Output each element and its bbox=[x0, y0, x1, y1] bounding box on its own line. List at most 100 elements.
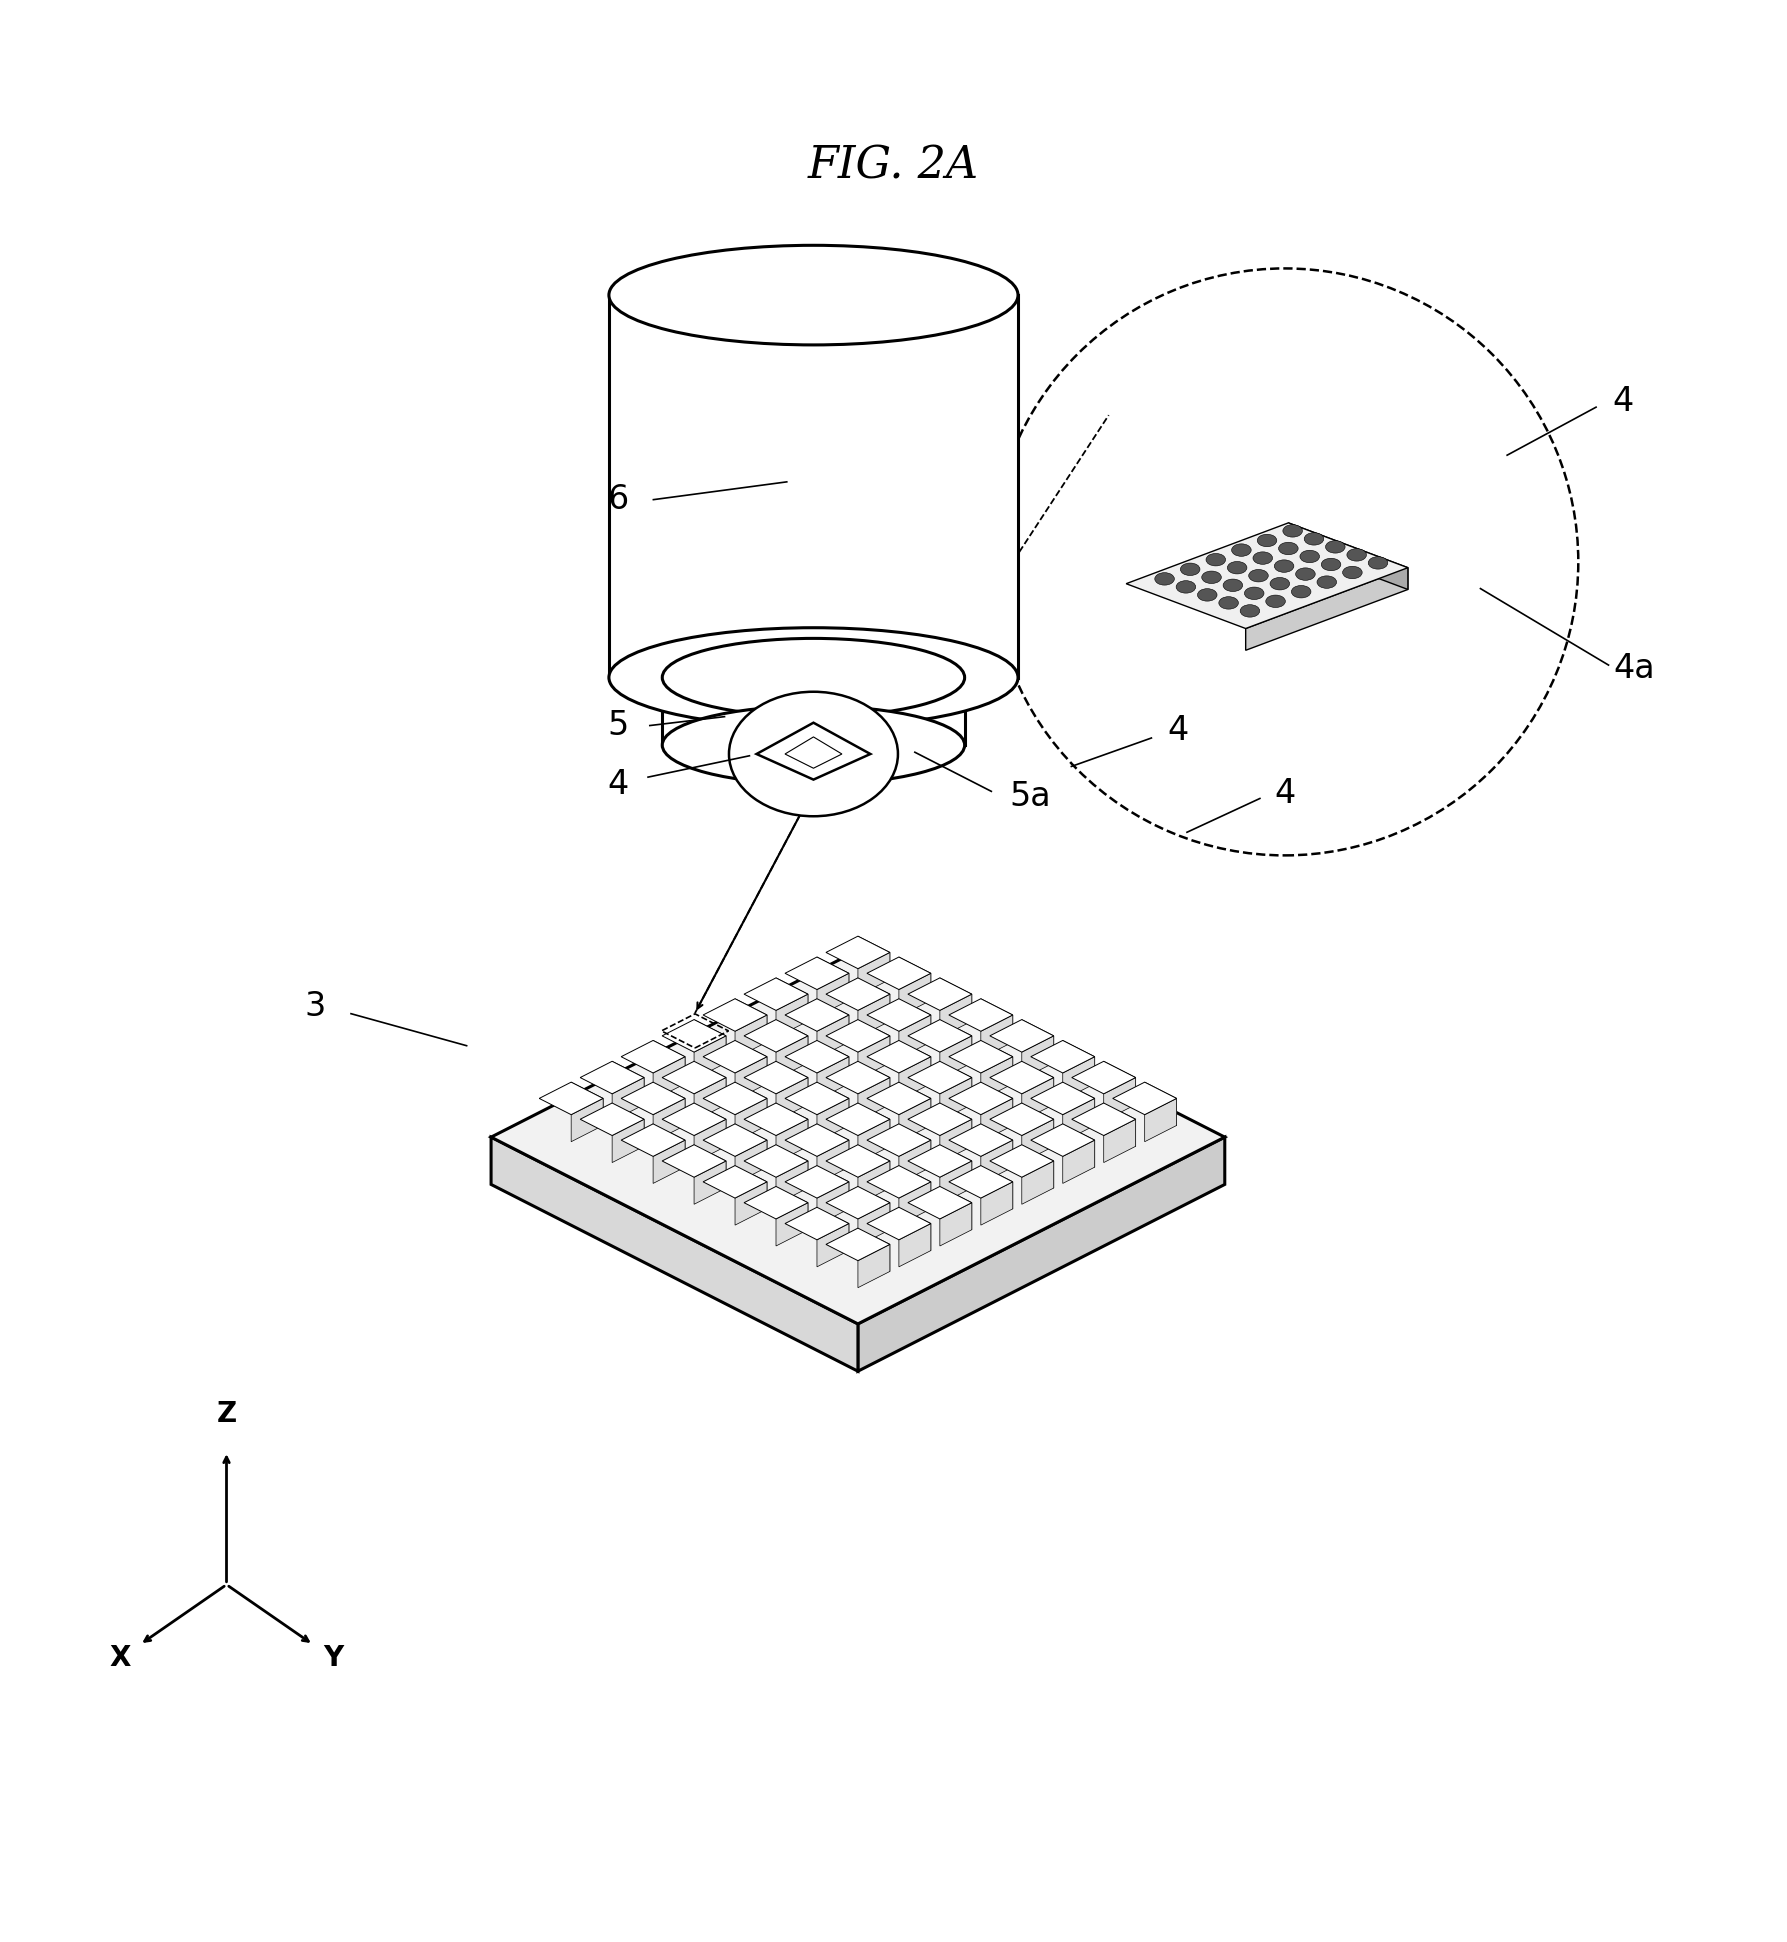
Ellipse shape bbox=[1321, 557, 1340, 571]
Polygon shape bbox=[776, 1103, 808, 1146]
Polygon shape bbox=[940, 1144, 972, 1189]
Polygon shape bbox=[990, 1103, 1054, 1136]
Polygon shape bbox=[491, 1138, 858, 1371]
Polygon shape bbox=[949, 1082, 1013, 1115]
Text: 4a: 4a bbox=[1614, 653, 1655, 686]
Polygon shape bbox=[1104, 1060, 1137, 1105]
Polygon shape bbox=[940, 1202, 972, 1247]
Ellipse shape bbox=[1201, 571, 1221, 583]
Ellipse shape bbox=[1292, 585, 1312, 598]
Polygon shape bbox=[858, 1187, 890, 1229]
Ellipse shape bbox=[609, 627, 1019, 728]
Polygon shape bbox=[1246, 567, 1408, 651]
Polygon shape bbox=[949, 1124, 1013, 1155]
Polygon shape bbox=[734, 1165, 767, 1208]
Polygon shape bbox=[1031, 1124, 1095, 1155]
Polygon shape bbox=[949, 1165, 1013, 1198]
Polygon shape bbox=[981, 1041, 1013, 1084]
Polygon shape bbox=[1022, 1144, 1054, 1189]
Ellipse shape bbox=[1265, 594, 1285, 608]
Polygon shape bbox=[1022, 1103, 1054, 1146]
Polygon shape bbox=[1113, 1082, 1176, 1115]
Polygon shape bbox=[858, 1144, 890, 1189]
Polygon shape bbox=[776, 994, 808, 1037]
Ellipse shape bbox=[1305, 532, 1324, 546]
Polygon shape bbox=[1031, 1041, 1095, 1074]
Polygon shape bbox=[613, 1119, 643, 1163]
Polygon shape bbox=[1022, 1119, 1054, 1163]
Polygon shape bbox=[940, 1078, 972, 1121]
Polygon shape bbox=[491, 950, 1224, 1324]
Polygon shape bbox=[613, 1078, 643, 1121]
Polygon shape bbox=[867, 957, 931, 990]
Polygon shape bbox=[899, 1183, 931, 1225]
Polygon shape bbox=[652, 1124, 684, 1167]
Polygon shape bbox=[663, 1144, 726, 1177]
Polygon shape bbox=[817, 1082, 849, 1126]
Ellipse shape bbox=[1228, 561, 1247, 575]
Polygon shape bbox=[908, 1020, 972, 1053]
Polygon shape bbox=[899, 973, 931, 1016]
Polygon shape bbox=[940, 1020, 972, 1062]
Polygon shape bbox=[817, 1183, 849, 1225]
Polygon shape bbox=[743, 1144, 808, 1177]
Polygon shape bbox=[899, 1223, 931, 1266]
Text: Y: Y bbox=[323, 1645, 343, 1672]
Polygon shape bbox=[1104, 1103, 1137, 1146]
Polygon shape bbox=[817, 1223, 849, 1266]
Polygon shape bbox=[734, 1016, 767, 1058]
Polygon shape bbox=[622, 1124, 684, 1155]
Ellipse shape bbox=[1253, 552, 1272, 565]
Polygon shape bbox=[734, 998, 767, 1043]
Polygon shape bbox=[693, 1161, 726, 1204]
Polygon shape bbox=[940, 1103, 972, 1146]
Polygon shape bbox=[940, 1187, 972, 1229]
Polygon shape bbox=[817, 1099, 849, 1142]
Polygon shape bbox=[776, 1119, 808, 1163]
Polygon shape bbox=[609, 295, 1019, 678]
Polygon shape bbox=[693, 1020, 726, 1062]
Ellipse shape bbox=[1181, 563, 1199, 575]
Polygon shape bbox=[743, 1103, 808, 1136]
Polygon shape bbox=[867, 1041, 931, 1074]
Ellipse shape bbox=[1347, 550, 1367, 561]
Polygon shape bbox=[743, 979, 808, 1010]
Polygon shape bbox=[784, 1041, 849, 1074]
Polygon shape bbox=[1072, 1060, 1137, 1093]
Polygon shape bbox=[858, 1020, 890, 1062]
Ellipse shape bbox=[1176, 581, 1196, 592]
Polygon shape bbox=[826, 1144, 890, 1177]
Polygon shape bbox=[776, 1060, 808, 1105]
Polygon shape bbox=[867, 1082, 931, 1115]
Polygon shape bbox=[899, 1165, 931, 1208]
Polygon shape bbox=[981, 1140, 1013, 1183]
Polygon shape bbox=[776, 1202, 808, 1247]
Polygon shape bbox=[776, 1187, 808, 1229]
Polygon shape bbox=[826, 1103, 890, 1136]
Polygon shape bbox=[899, 1208, 931, 1251]
Polygon shape bbox=[908, 979, 972, 1010]
Ellipse shape bbox=[1249, 569, 1269, 583]
Polygon shape bbox=[940, 979, 972, 1021]
Polygon shape bbox=[899, 1016, 931, 1058]
Polygon shape bbox=[990, 1060, 1054, 1093]
Ellipse shape bbox=[1283, 524, 1303, 538]
Polygon shape bbox=[940, 1161, 972, 1204]
Ellipse shape bbox=[1219, 596, 1238, 610]
Polygon shape bbox=[743, 1187, 808, 1220]
Polygon shape bbox=[867, 1165, 931, 1198]
Polygon shape bbox=[899, 1056, 931, 1099]
Polygon shape bbox=[652, 1099, 684, 1142]
Polygon shape bbox=[1145, 1082, 1176, 1126]
Polygon shape bbox=[949, 998, 1013, 1031]
Polygon shape bbox=[858, 1035, 890, 1080]
Polygon shape bbox=[858, 994, 890, 1037]
Polygon shape bbox=[817, 1140, 849, 1183]
Polygon shape bbox=[1022, 1078, 1054, 1121]
Polygon shape bbox=[776, 979, 808, 1021]
Polygon shape bbox=[867, 1208, 931, 1239]
Polygon shape bbox=[826, 979, 890, 1010]
Polygon shape bbox=[1063, 1124, 1095, 1167]
Ellipse shape bbox=[663, 639, 965, 717]
Polygon shape bbox=[990, 1144, 1054, 1177]
